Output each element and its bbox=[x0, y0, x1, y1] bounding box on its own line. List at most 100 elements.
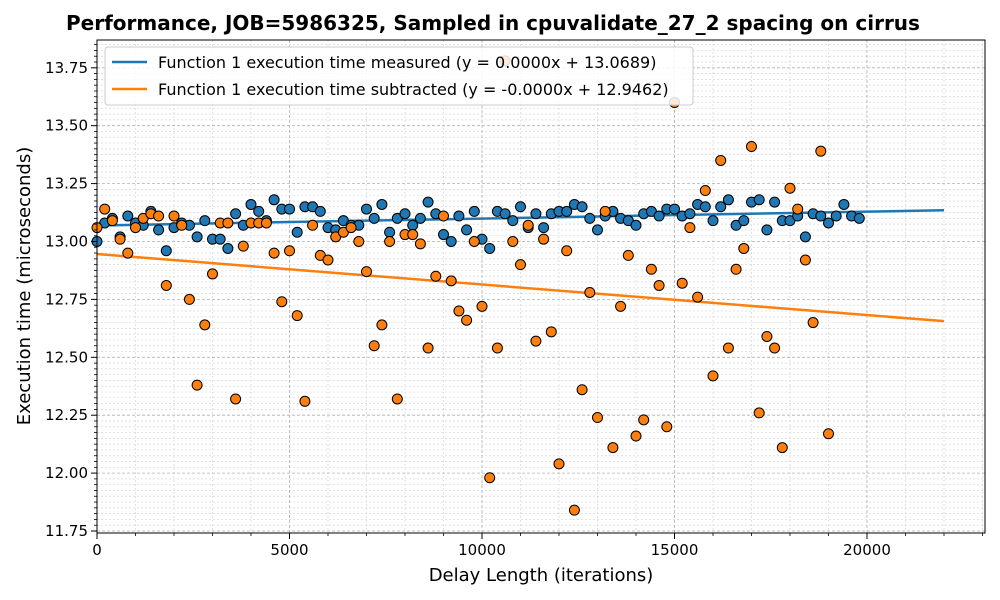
point-subtracted bbox=[376, 319, 388, 331]
point-subtracted bbox=[368, 340, 380, 352]
point-subtracted bbox=[407, 229, 419, 241]
point-subtracted bbox=[237, 240, 249, 252]
point-measured bbox=[222, 242, 234, 254]
point-subtracted bbox=[769, 342, 781, 354]
y-tick-label: 12.50 bbox=[45, 348, 88, 366]
y-tick-label: 12.75 bbox=[45, 290, 88, 308]
point-measured bbox=[468, 205, 480, 217]
point-measured bbox=[538, 222, 550, 234]
x-tick-label: 15000 bbox=[651, 541, 699, 559]
point-measured bbox=[230, 208, 242, 220]
point-subtracted bbox=[599, 205, 611, 217]
fit-line-subtracted bbox=[96, 252, 945, 323]
point-measured bbox=[453, 210, 465, 222]
point-measured bbox=[484, 242, 496, 254]
point-subtracted bbox=[260, 217, 272, 229]
point-measured bbox=[815, 210, 827, 222]
point-measured bbox=[122, 210, 134, 222]
point-subtracted bbox=[707, 370, 719, 382]
point-measured bbox=[399, 208, 411, 220]
point-subtracted bbox=[784, 182, 796, 194]
point-measured bbox=[769, 196, 781, 208]
point-subtracted bbox=[99, 203, 111, 215]
point-subtracted bbox=[738, 242, 750, 254]
point-subtracted bbox=[515, 259, 526, 271]
point-subtracted bbox=[222, 217, 234, 229]
point-subtracted bbox=[815, 145, 827, 157]
fit-line-measured bbox=[96, 208, 945, 227]
point-measured bbox=[214, 233, 226, 245]
point-subtracted bbox=[753, 407, 765, 419]
point-subtracted bbox=[307, 219, 319, 231]
point-measured bbox=[368, 212, 380, 224]
point-subtracted bbox=[276, 296, 288, 308]
point-measured bbox=[630, 219, 642, 231]
y-tick-label: 12.25 bbox=[45, 406, 88, 424]
point-measured bbox=[268, 194, 280, 206]
point-subtracted bbox=[807, 317, 819, 329]
point-subtracted bbox=[191, 379, 203, 391]
point-measured bbox=[530, 208, 542, 220]
point-subtracted bbox=[576, 384, 588, 396]
point-measured bbox=[738, 215, 750, 227]
point-subtracted bbox=[153, 210, 165, 222]
point-measured bbox=[507, 215, 519, 227]
point-subtracted bbox=[592, 412, 603, 424]
point-subtracted bbox=[684, 222, 696, 234]
point-measured bbox=[253, 205, 265, 217]
point-subtracted bbox=[645, 263, 657, 275]
point-subtracted bbox=[453, 305, 465, 317]
point-subtracted bbox=[491, 342, 503, 354]
point-subtracted bbox=[353, 236, 365, 247]
point-subtracted bbox=[168, 210, 180, 222]
point-subtracted bbox=[160, 280, 172, 292]
point-measured bbox=[653, 210, 665, 222]
x-tick-label: 5000 bbox=[270, 541, 308, 559]
point-subtracted bbox=[461, 314, 473, 326]
point-subtracted bbox=[430, 270, 442, 282]
point-measured bbox=[376, 198, 388, 210]
point-subtracted bbox=[361, 266, 372, 278]
point-subtracted bbox=[106, 215, 118, 227]
point-measured bbox=[853, 212, 865, 224]
point-measured bbox=[715, 201, 727, 213]
point-subtracted bbox=[653, 280, 665, 292]
point-measured bbox=[761, 224, 773, 236]
point-measured bbox=[191, 231, 203, 243]
point-subtracted bbox=[661, 421, 673, 433]
point-measured bbox=[284, 203, 295, 215]
point-subtracted bbox=[507, 236, 519, 247]
x-tick-label: 10000 bbox=[458, 541, 506, 559]
chart-title: Performance, JOB=5986325, Sampled in cpu… bbox=[66, 11, 920, 35]
fit-lines bbox=[96, 208, 945, 323]
legend-box bbox=[104, 46, 694, 106]
point-subtracted bbox=[730, 263, 742, 275]
point-subtracted bbox=[538, 233, 550, 245]
point-subtracted bbox=[422, 342, 434, 354]
point-measured bbox=[291, 226, 303, 238]
legend: Function 1 execution time measured (y = … bbox=[104, 46, 694, 106]
point-subtracted bbox=[823, 428, 834, 440]
point-measured bbox=[314, 205, 326, 217]
point-measured bbox=[414, 212, 426, 224]
point-subtracted bbox=[468, 236, 480, 247]
point-subtracted bbox=[792, 203, 804, 215]
point-subtracted bbox=[445, 275, 457, 287]
point-subtracted bbox=[199, 319, 211, 331]
y-tick-label: 12.00 bbox=[45, 464, 88, 482]
point-subtracted bbox=[561, 245, 573, 257]
point-measured bbox=[438, 229, 449, 241]
point-subtracted bbox=[584, 286, 596, 298]
point-subtracted bbox=[722, 342, 734, 354]
point-measured bbox=[592, 224, 603, 236]
point-measured bbox=[384, 226, 396, 238]
point-subtracted bbox=[746, 141, 757, 153]
point-subtracted bbox=[122, 247, 134, 259]
x-tick-label: 0 bbox=[92, 541, 102, 559]
y-tick-label: 13.00 bbox=[45, 233, 88, 251]
point-subtracted bbox=[553, 458, 565, 470]
point-subtracted bbox=[615, 300, 627, 312]
point-measured bbox=[753, 194, 765, 206]
point-measured bbox=[245, 198, 257, 210]
